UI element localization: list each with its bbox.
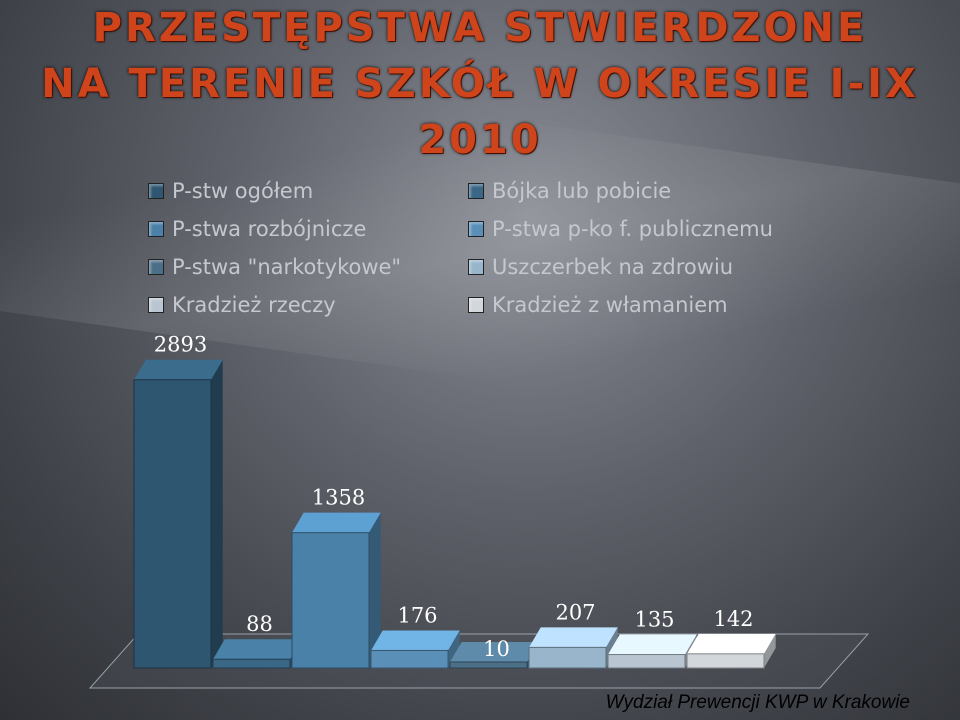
legend-label: Kradzież z włamaniem [492, 292, 728, 317]
value-label-6: 207 [555, 600, 595, 624]
legend-label: P-stwa "narkotykowe" [172, 254, 402, 279]
legend-item-uszczerbek: Uszczerbek na zdrowiu [468, 248, 848, 285]
legend-item-narkotykowe: P-stwa "narkotykowe" [148, 248, 468, 285]
bar-front-face [212, 658, 291, 669]
legend-label: Bójka lub pobicie [492, 178, 672, 203]
bar-front-face [291, 532, 370, 669]
bar-top-face [134, 359, 223, 380]
bar-side-face [211, 359, 223, 668]
bar-top-face [608, 634, 697, 655]
legend-label: P-stw ogółem [172, 178, 314, 203]
bar-front-face [449, 661, 528, 669]
bar-6 [528, 627, 618, 669]
value-label-5: 10 [483, 637, 510, 661]
legend-swatch [468, 258, 484, 275]
bar-top-face [213, 639, 302, 660]
legend-swatch [468, 220, 484, 237]
bar-front-face [370, 649, 449, 669]
title-line-3: 2010 [418, 117, 542, 163]
bars-group [133, 359, 776, 669]
title-line-1: PRZESTĘPSTWA STWIERDZONE [92, 5, 868, 51]
footer-credit: Wydział Prewencji KWP w Krakowie [605, 692, 910, 713]
bar-top-face [450, 642, 539, 662]
bar-4 [370, 630, 460, 669]
title-line-2: NA TERENIE SZKÓŁ W OKRESIE I-IX [41, 61, 919, 107]
value-label-2: 88 [246, 612, 273, 636]
legend-label: Kradzież rzeczy [172, 292, 336, 317]
bar-3 [291, 512, 381, 669]
legend-item-rozbojnicze: P-stwa rozbójnicze [148, 210, 468, 247]
value-label-7: 135 [634, 608, 674, 632]
bar-top-face [371, 630, 460, 651]
legend-swatch [148, 220, 164, 237]
legend-item-bojka: Bójka lub pobicie [468, 172, 848, 209]
legend-swatch [148, 258, 164, 275]
bar-top-face [687, 633, 776, 654]
value-labels-group: 2893 88 1358 176 10 207 135 142 [154, 333, 754, 661]
legend-item-kradziez: Kradzież rzeczy [148, 286, 468, 323]
legend-swatch [148, 182, 164, 199]
bar-side-face [764, 633, 776, 668]
bar-front-face [133, 379, 212, 669]
bar-top-face [292, 512, 381, 533]
legend-swatch [468, 182, 484, 199]
value-label-8: 142 [713, 607, 753, 631]
bar-front-face [686, 653, 765, 669]
bar-8 [686, 633, 776, 669]
legend-item-funkcjonariusz: P-stwa p-ko f. publicznemu [468, 210, 848, 247]
bar-1 [133, 359, 223, 669]
chart-title: PRZESTĘPSTWA STWIERDZONE NA TERENIE SZKÓ… [0, 0, 960, 168]
legend-label: P-stwa p-ko f. publicznemu [492, 216, 773, 241]
bar-side-face [448, 630, 460, 668]
legend-item-ogolem: P-stw ogółem [148, 172, 468, 209]
value-label-1: 2893 [154, 333, 207, 357]
bar-front-face [607, 654, 686, 669]
bar-side-face [369, 512, 381, 668]
value-label-4: 176 [397, 603, 437, 627]
legend-item-wlamanie: Kradzież z włamaniem [468, 286, 848, 323]
chart-legend: P-stw ogółem Bójka lub pobicie P-stwa ro… [148, 172, 848, 323]
legend-label: Uszczerbek na zdrowiu [492, 254, 734, 279]
legend-swatch [468, 296, 484, 313]
bar-7 [607, 634, 697, 669]
bar-top-face [529, 627, 618, 648]
legend-label: P-stwa rozbójnicze [172, 216, 367, 241]
legend-swatch [148, 296, 164, 313]
bar-front-face [528, 646, 607, 669]
value-label-3: 1358 [312, 486, 365, 510]
bar-2 [212, 639, 302, 669]
